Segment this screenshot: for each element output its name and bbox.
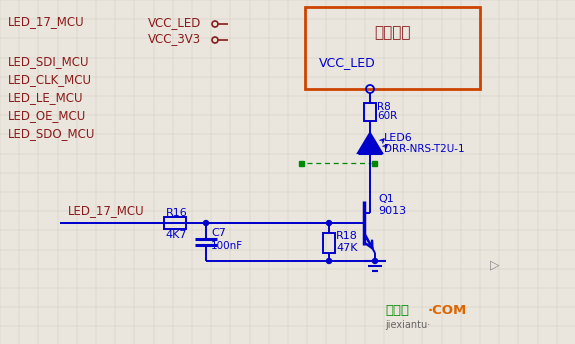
Circle shape [327,221,332,226]
Text: 9013: 9013 [378,206,406,216]
Text: R16: R16 [166,208,188,218]
Text: 47K: 47K [336,243,358,253]
Bar [164,217,186,229]
Bar [372,161,377,165]
Text: LED_LE_MCU: LED_LE_MCU [8,92,83,105]
Text: 接线图: 接线图 [385,303,409,316]
Text: ·COM: ·COM [428,303,467,316]
Text: VCC_LED: VCC_LED [148,17,201,30]
Text: jiexiantu·: jiexiantu· [385,320,430,330]
Text: 60R: 60R [377,111,397,121]
Polygon shape [358,133,382,153]
Text: LED_17_MCU: LED_17_MCU [8,15,85,29]
Text: 电压待定: 电压待定 [374,25,411,41]
Circle shape [373,258,378,264]
Text: DRR-NRS-T2U-1: DRR-NRS-T2U-1 [384,144,465,154]
Text: LED6: LED6 [384,133,413,143]
Bar [299,161,304,165]
Text: 4K7: 4K7 [165,230,186,240]
Bar [323,233,335,253]
Text: LED_OE_MCU: LED_OE_MCU [8,109,86,122]
Text: LED_17_MCU: LED_17_MCU [68,204,145,217]
Text: R18: R18 [336,231,358,241]
Text: LED_SDO_MCU: LED_SDO_MCU [8,128,95,140]
Text: VCC_LED: VCC_LED [319,56,375,69]
Circle shape [204,221,209,226]
Text: Q1: Q1 [378,194,394,204]
Text: VCC_3V3: VCC_3V3 [148,32,201,45]
Bar [305,7,480,89]
Text: ▷: ▷ [490,258,500,271]
Text: LED_SDI_MCU: LED_SDI_MCU [8,55,90,68]
Text: 100nF: 100nF [211,241,243,251]
Bar [364,103,376,121]
Text: LED_CLK_MCU: LED_CLK_MCU [8,74,92,86]
Circle shape [327,258,332,264]
Text: R8: R8 [377,102,391,112]
Text: C7: C7 [211,228,226,238]
